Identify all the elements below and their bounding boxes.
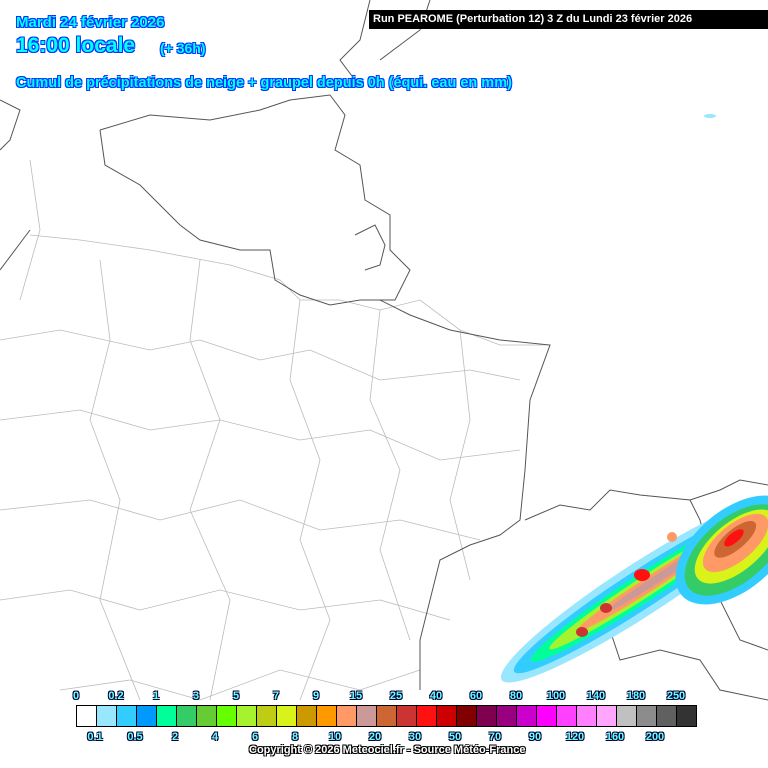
- legend-swatch: [337, 706, 357, 726]
- legend-label: 4: [211, 731, 219, 743]
- legend-swatch: [397, 706, 417, 726]
- legend-swatch: [557, 706, 577, 726]
- legend-label: 10: [328, 731, 342, 743]
- legend-label: 0: [72, 690, 80, 702]
- legend-swatch: [597, 706, 617, 726]
- legend-swatch: [577, 706, 597, 726]
- legend-label: 60: [469, 690, 483, 702]
- legend-swatch: [537, 706, 557, 726]
- legend-swatch: [117, 706, 137, 726]
- legend-swatch: [317, 706, 337, 726]
- legend-label: 9: [312, 690, 320, 702]
- legend-label: 120: [565, 731, 585, 743]
- legend-label: 0.5: [127, 731, 143, 743]
- legend-label: 3: [192, 690, 200, 702]
- legend-label: 0.1: [87, 731, 103, 743]
- run-info-banner: Run PEAROME (Perturbation 12) 3 Z du Lun…: [369, 10, 768, 29]
- legend-label: 100: [546, 690, 566, 702]
- legend-swatch: [217, 706, 237, 726]
- legend-label: 90: [528, 731, 542, 743]
- legend-swatch: [77, 706, 97, 726]
- legend-swatch: [237, 706, 257, 726]
- legend-label: 40: [429, 690, 443, 702]
- legend-label: 25: [389, 690, 403, 702]
- legend-label: 180: [626, 690, 646, 702]
- forecast-time: 16:00 locale: [16, 34, 136, 57]
- legend-swatch: [657, 706, 677, 726]
- legend-label: 200: [645, 731, 665, 743]
- legend-swatch: [377, 706, 397, 726]
- legend-label: 50: [448, 731, 462, 743]
- legend-label: 15: [349, 690, 363, 702]
- legend-swatch: [157, 706, 177, 726]
- legend-swatch: [637, 706, 657, 726]
- legend-label: 5: [232, 690, 240, 702]
- legend-swatch: [477, 706, 497, 726]
- legend-label: 8: [291, 731, 299, 743]
- legend-label: 70: [488, 731, 502, 743]
- legend-label: 250: [666, 690, 686, 702]
- copyright-text: Copyright © 2026 Meteociel.fr - Source M…: [249, 744, 526, 756]
- legend-swatch: [297, 706, 317, 726]
- legend-label: 0.2: [108, 690, 124, 702]
- legend-swatch: [617, 706, 637, 726]
- legend-swatch: [457, 706, 477, 726]
- legend-label: 30: [408, 731, 422, 743]
- legend-label: 20: [368, 731, 382, 743]
- precipitation-field: [500, 114, 768, 683]
- legend-swatch: [417, 706, 437, 726]
- legend-label: 2: [171, 731, 179, 743]
- legend-swatch: [137, 706, 157, 726]
- legend-swatch: [677, 706, 696, 726]
- legend-label: 6: [251, 731, 259, 743]
- forecast-date: Mardi 24 février 2026: [16, 14, 165, 31]
- country-borders: [0, 0, 768, 701]
- legend-swatch: [257, 706, 277, 726]
- legend-swatch: [177, 706, 197, 726]
- region-borders: [0, 159, 550, 701]
- legend-label: 80: [509, 690, 523, 702]
- legend-label: 140: [586, 690, 606, 702]
- legend-label: 160: [605, 731, 625, 743]
- legend-swatch: [517, 706, 537, 726]
- map-subtitle: Cumul de précipitations de neige + graup…: [16, 75, 512, 91]
- legend-swatch: [97, 706, 117, 726]
- legend-label: 1: [152, 690, 160, 702]
- legend-color-bar: [76, 705, 697, 727]
- legend-swatch: [277, 706, 297, 726]
- legend-swatch: [357, 706, 377, 726]
- legend-swatch: [437, 706, 457, 726]
- legend-swatch: [497, 706, 517, 726]
- legend-swatch: [197, 706, 217, 726]
- forecast-lead-time: (+ 36h): [160, 40, 206, 56]
- legend-label: 7: [272, 690, 280, 702]
